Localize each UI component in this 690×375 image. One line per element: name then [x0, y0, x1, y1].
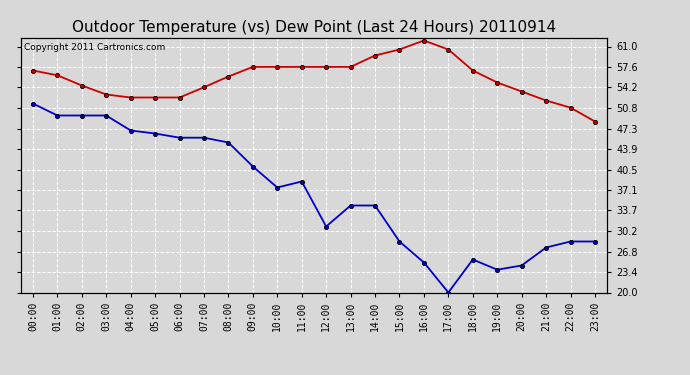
Title: Outdoor Temperature (vs) Dew Point (Last 24 Hours) 20110914: Outdoor Temperature (vs) Dew Point (Last…: [72, 20, 556, 35]
Text: Copyright 2011 Cartronics.com: Copyright 2011 Cartronics.com: [23, 43, 165, 52]
